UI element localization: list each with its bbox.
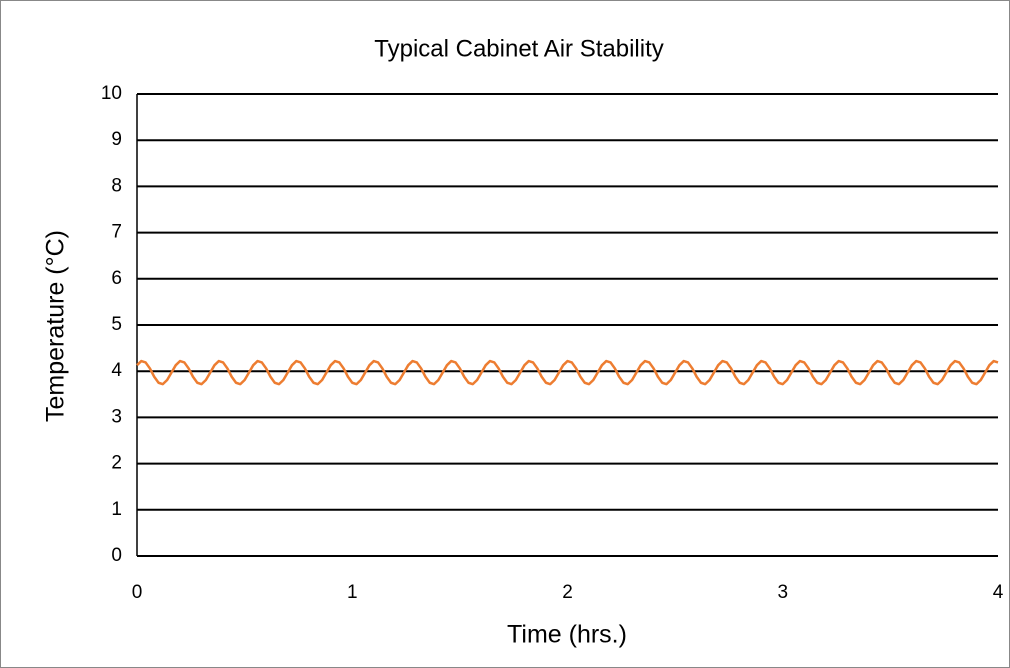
y-tick-label: 10 <box>101 83 122 104</box>
y-tick-label: 2 <box>111 453 122 474</box>
y-tick-label: 5 <box>111 314 122 335</box>
chart-title: Typical Cabinet Air Stability <box>374 35 663 62</box>
data-line <box>136 359 999 386</box>
x-tick-label: 2 <box>562 582 573 603</box>
x-tick-label: 4 <box>993 582 1004 603</box>
y-tick-label: 6 <box>111 268 122 289</box>
y-tick-label: 4 <box>111 360 122 381</box>
x-tick-label: 0 <box>132 582 143 603</box>
x-tick-label: 3 <box>777 582 788 603</box>
y-tick-label: 7 <box>111 222 122 243</box>
y-tick-label: 9 <box>111 129 122 150</box>
y-tick-label: 3 <box>111 406 122 427</box>
y-tick-label: 8 <box>111 175 122 196</box>
y-tick-label: 0 <box>111 545 122 566</box>
x-tick-label: 1 <box>347 582 358 603</box>
y-tick-label: 1 <box>111 499 122 520</box>
y-axis-label: Temperature (°C) <box>42 230 70 422</box>
x-axis-label: Time (hrs.) <box>507 621 627 649</box>
